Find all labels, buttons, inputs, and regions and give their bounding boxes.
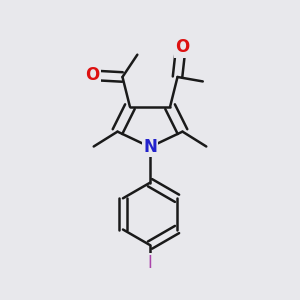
Text: O: O (175, 38, 189, 56)
Text: N: N (143, 138, 157, 156)
Text: I: I (148, 254, 152, 272)
Text: O: O (85, 66, 99, 84)
